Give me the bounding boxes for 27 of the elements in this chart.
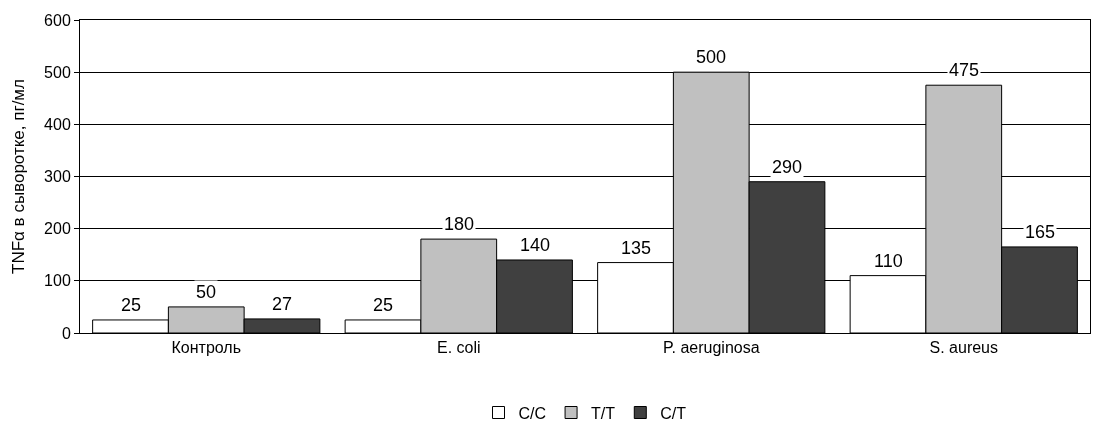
y-tick-label: 400 xyxy=(44,115,71,133)
y-tick-label: 300 xyxy=(44,168,71,186)
data-label: 290 xyxy=(772,157,803,177)
y-tick-label: 0 xyxy=(61,324,71,342)
legend-label: C/T xyxy=(660,404,687,422)
data-label: 180 xyxy=(444,214,475,234)
data-label: 475 xyxy=(949,60,980,80)
data-label: 25 xyxy=(121,295,142,315)
data-label: 110 xyxy=(874,251,903,271)
data-label: 135 xyxy=(621,238,652,258)
y-tick-label: 500 xyxy=(44,63,71,81)
data-label: 50 xyxy=(196,282,217,302)
x-tick-label: E. coli xyxy=(436,339,481,357)
data-label: 25 xyxy=(373,295,394,315)
legend-label: T/T xyxy=(591,404,616,422)
x-tick-label: Контроль xyxy=(171,339,241,357)
x-tick-label: P. aeruginosa xyxy=(662,339,760,357)
data-label: 140 xyxy=(520,235,551,255)
y-axis-title: TNFα в сыворотке, пг/мл xyxy=(8,79,28,274)
y-tick-label: 600 xyxy=(44,11,71,29)
legend-label: C/C xyxy=(518,404,547,422)
data-label: 165 xyxy=(1025,222,1056,242)
y-tick-label: 100 xyxy=(44,272,71,290)
y-tick-label: 200 xyxy=(44,220,71,238)
data-label: 27 xyxy=(272,294,293,314)
x-tick-label: S. aureus xyxy=(929,339,998,357)
data-label: 500 xyxy=(696,47,727,67)
